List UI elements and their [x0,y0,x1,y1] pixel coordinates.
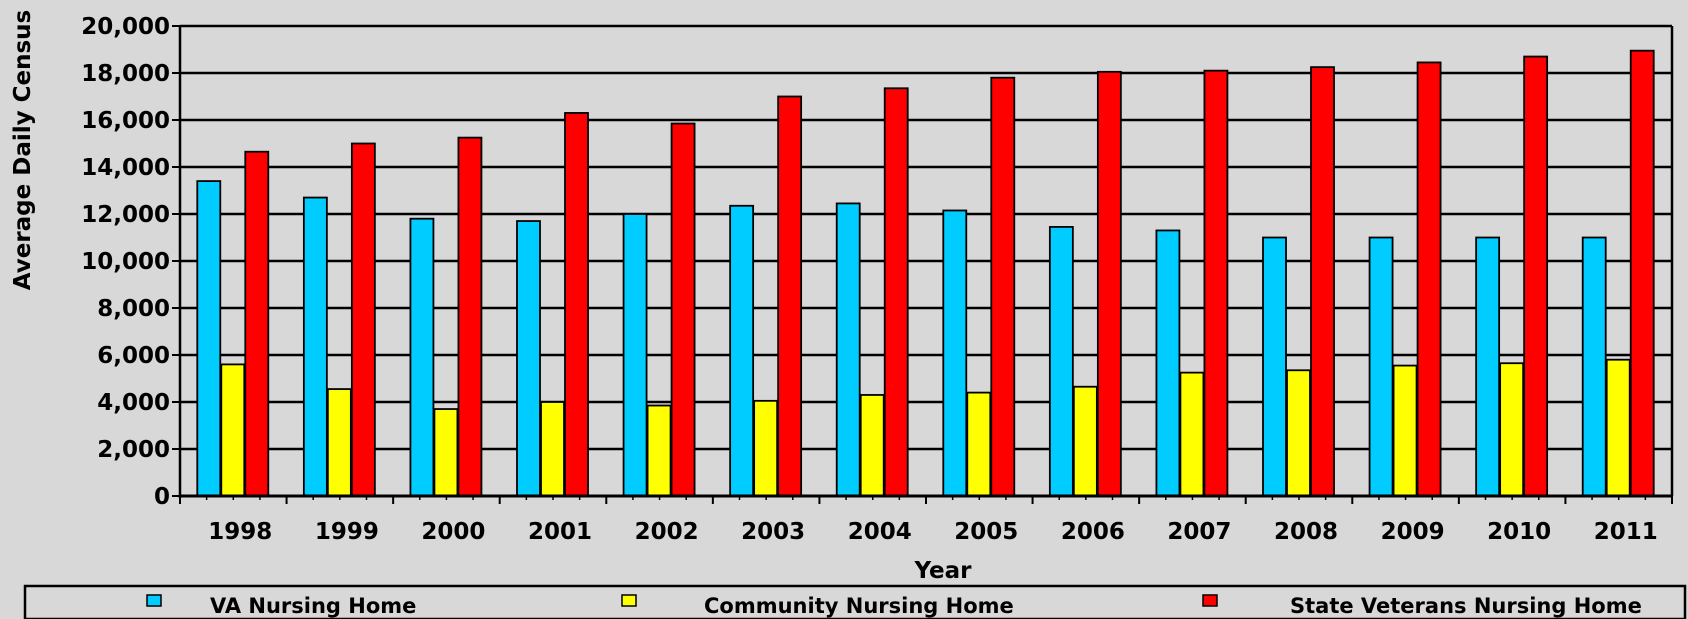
bar-state-veterans-nursing-home-2011 [1629,49,1655,497]
tick-labels: 0 2,000 4,000 6,000 8,000 10,000 12,000 14,000 1… [81,14,1657,545]
grid-lines [180,24,1672,498]
x-tick-label: 2005 [954,519,1018,545]
x-tick-label: 2011 [1594,519,1658,545]
bar-community-nursing-home-2003 [753,399,779,497]
bar-state-veterans-nursing-home-2006 [1096,70,1122,497]
bar-community-nursing-home-2001 [540,401,565,497]
y-tick-label: 20,000 [81,14,170,40]
x-tick-label: 2007 [1167,519,1231,545]
bar-va-nursing-home-2010 [1475,236,1501,497]
bars [196,49,1655,497]
legend-swatch [146,594,162,607]
bar-community-nursing-home-2004 [859,394,885,497]
x-tick-label: 2001 [528,519,592,545]
x-tick-label: 1999 [315,519,379,545]
bar-va-nursing-home-1999 [302,196,328,497]
bar-community-nursing-home-2011 [1605,358,1631,497]
bar-va-nursing-home-2001 [516,220,541,497]
bar-community-nursing-home-2009 [1392,364,1418,497]
bar-va-nursing-home-2011 [1581,236,1607,497]
bar-state-veterans-nursing-home-1998 [244,150,270,497]
bar-state-veterans-nursing-home-2009 [1416,61,1442,497]
bar-state-veterans-nursing-home-2001 [564,112,589,497]
y-tick-label: 8,000 [97,296,170,322]
bar-va-nursing-home-2006 [1048,226,1074,497]
y-tick-label: 4,000 [97,390,170,416]
legend: VA Nursing Home Community Nursing Home Sta… [23,584,1687,619]
x-axis-title: Year [913,558,972,584]
bar-community-nursing-home-2000 [433,408,459,497]
bar-va-nursing-home-2005 [942,209,968,497]
bar-state-veterans-nursing-home-2003 [777,95,803,497]
legend-label: VA Nursing Home [210,594,416,618]
x-tick-label: 2006 [1061,519,1125,545]
bar-community-nursing-home-2005 [966,391,992,497]
x-tick-label: 2010 [1487,519,1551,545]
bar-va-nursing-home-2008 [1262,236,1287,497]
bar-community-nursing-home-1998 [220,363,246,497]
bar-state-veterans-nursing-home-2008 [1310,66,1335,497]
x-tick-label: 2002 [635,519,699,545]
bar-state-veterans-nursing-home-1999 [350,142,376,497]
y-tick-label: 0 [154,484,170,510]
legend-label: State Veterans Nursing Home [1290,594,1642,618]
bar-state-veterans-nursing-home-2002 [670,122,696,497]
bar-community-nursing-home-2002 [646,404,672,497]
y-tick-label: 14,000 [81,155,170,181]
y-tick-label: 18,000 [81,61,170,87]
x-tick-label: 2004 [848,519,912,545]
x-tick-label: 2009 [1381,519,1445,545]
legend-label: Community Nursing Home [704,594,1014,618]
bar-state-veterans-nursing-home-2007 [1203,69,1229,497]
bar-va-nursing-home-2000 [409,217,435,497]
legend-box [23,584,1687,619]
bar-community-nursing-home-2008 [1286,369,1311,497]
bar-va-nursing-home-1998 [196,180,222,497]
bar-state-veterans-nursing-home-2005 [990,76,1016,497]
x-tick-label: 2000 [421,519,485,545]
x-tick-label: 2008 [1274,519,1338,545]
y-axis-title: Average Daily Census [10,10,36,291]
bar-va-nursing-home-2007 [1155,229,1181,497]
bar-community-nursing-home-2006 [1072,385,1098,497]
y-tick-label: 2,000 [97,437,170,463]
y-tick-label: 6,000 [97,343,170,369]
y-tick-label: 12,000 [81,202,170,228]
bar-va-nursing-home-2002 [622,213,648,497]
bar-va-nursing-home-2009 [1368,236,1394,497]
y-tick-label: 10,000 [81,249,170,275]
x-tick-label: 2003 [741,519,805,545]
legend-swatch [621,594,637,607]
bar-va-nursing-home-2003 [729,204,755,497]
legend-swatch [1202,594,1218,607]
bar-community-nursing-home-2007 [1179,371,1205,497]
bar-va-nursing-home-2004 [835,202,861,497]
bar-state-veterans-nursing-home-2000 [457,136,483,497]
x-tick-label: 1998 [208,519,272,545]
bar-state-veterans-nursing-home-2004 [883,87,909,497]
bar-state-veterans-nursing-home-2010 [1523,55,1549,497]
bar-community-nursing-home-1999 [326,388,352,497]
axes [172,25,1674,504]
bar-community-nursing-home-2010 [1499,362,1525,497]
y-tick-label: 16,000 [81,108,170,134]
